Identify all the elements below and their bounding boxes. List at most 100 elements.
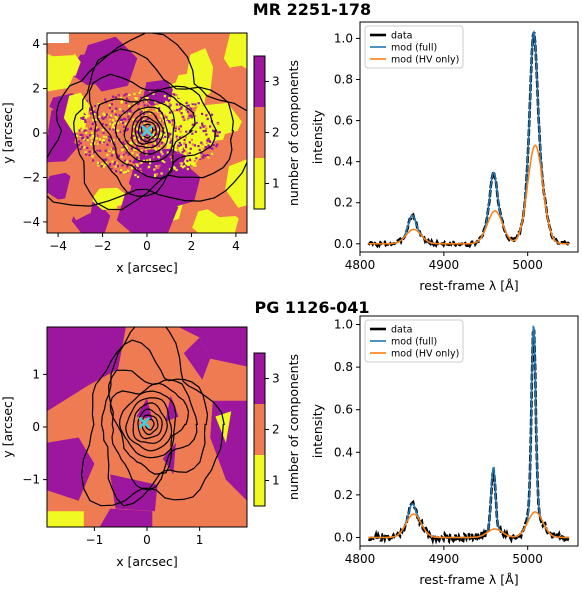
y-tick-label: 1.0 (334, 318, 353, 332)
map-pixel (159, 95, 162, 98)
map-pixel (207, 145, 211, 148)
nucleus-marker (141, 124, 153, 137)
map-pixel (129, 98, 132, 101)
contour-line (109, 382, 190, 475)
map-pixel (116, 99, 119, 102)
x-tick-label: 5000 (512, 552, 543, 566)
map-pixel (106, 153, 109, 157)
map-pixel (142, 172, 146, 175)
map-pixel (137, 142, 140, 145)
map-pixel (86, 115, 89, 118)
map-pixel (128, 93, 131, 97)
map-pixel (125, 101, 128, 105)
map-pixel (99, 141, 102, 144)
marker-stroke (141, 124, 153, 137)
map-pixel (154, 147, 157, 150)
map-pixel (103, 114, 106, 117)
map-pixel (157, 166, 160, 169)
map-pixel (134, 174, 137, 177)
map-pixel (184, 150, 187, 153)
map-pixel (187, 166, 191, 169)
map-pixel (86, 138, 89, 142)
map-pixel (117, 154, 120, 157)
map-pixel (168, 150, 171, 153)
map-pixel (83, 129, 86, 132)
map-pixel (96, 149, 99, 152)
map-pixel (143, 113, 146, 116)
map-pixel (216, 132, 219, 135)
map-pixel (96, 161, 100, 164)
map-pixel (188, 141, 191, 144)
map-pixel (94, 158, 98, 162)
map-pixel (176, 129, 179, 132)
map-ticks: −1 0 1 −1 0 1 (22, 367, 203, 547)
map-pixel (191, 151, 194, 154)
map-pixel (182, 115, 185, 118)
map-pixel (194, 134, 197, 137)
map-pixel (137, 137, 140, 140)
map-pixel (186, 167, 189, 171)
x-tick-label: 1 (196, 533, 204, 547)
map-pixel (173, 109, 176, 112)
map-pixel (146, 104, 149, 107)
map-pixel (121, 141, 124, 144)
map-pixel (137, 143, 141, 146)
map-pixel (138, 126, 141, 129)
map-pixel (152, 92, 155, 95)
map-pixel (112, 126, 115, 130)
map-pixel (161, 159, 164, 162)
map-pixel (209, 147, 212, 150)
map-pixel (147, 137, 150, 140)
map-pixel (122, 110, 125, 113)
map-pixel (104, 149, 107, 152)
x-tick-label: 2 (188, 239, 196, 253)
spectrum-lines (367, 29, 570, 249)
map-pixel (114, 113, 117, 116)
map-pixel (190, 163, 194, 166)
map-pixel (175, 171, 178, 174)
map-xlabel: x [arcsec] (116, 260, 178, 275)
map-pixel (173, 166, 176, 169)
map-pixel (129, 108, 132, 111)
map-pixel (133, 114, 136, 117)
map-pixel (140, 96, 143, 99)
map-pixel (148, 158, 151, 161)
map-pixel (166, 151, 169, 154)
map-pixel (120, 169, 123, 172)
map-pixel (205, 127, 208, 130)
map-pixel (163, 169, 166, 172)
map-pixel (137, 148, 140, 151)
map-pixel (97, 103, 100, 106)
map-pixel (89, 134, 92, 137)
map-pixel (177, 166, 180, 169)
map-pixel (200, 141, 203, 144)
map-pixel (186, 110, 189, 113)
map-pixel (191, 123, 194, 126)
map-pixel (85, 127, 88, 130)
map-pixel (169, 155, 172, 159)
colorbar-tick-label: 3 (272, 372, 280, 386)
map-pixel (190, 116, 194, 119)
map-pixel (104, 98, 107, 101)
map-pixel (112, 128, 115, 131)
y-tick-label: 0.0 (334, 237, 353, 251)
map-pixel (202, 125, 205, 128)
map-pixel (120, 155, 123, 158)
map-pixel (191, 143, 194, 146)
map-pixel (162, 105, 165, 108)
map-pixel (126, 165, 129, 168)
map-pixel (198, 148, 201, 152)
map-cell (143, 79, 174, 106)
legend-label: mod (HV only) (391, 349, 459, 360)
map-pixel (98, 153, 101, 156)
panel-title-0: MR 2251-178 (253, 0, 371, 19)
map-pixel (158, 107, 161, 110)
map-pixel (168, 102, 171, 105)
map-pixel (84, 120, 87, 123)
map-pixel (144, 108, 147, 111)
map-pixel (115, 139, 118, 142)
map-pixel (176, 149, 180, 152)
map-pixel (156, 142, 159, 145)
map-pixel (86, 111, 89, 114)
